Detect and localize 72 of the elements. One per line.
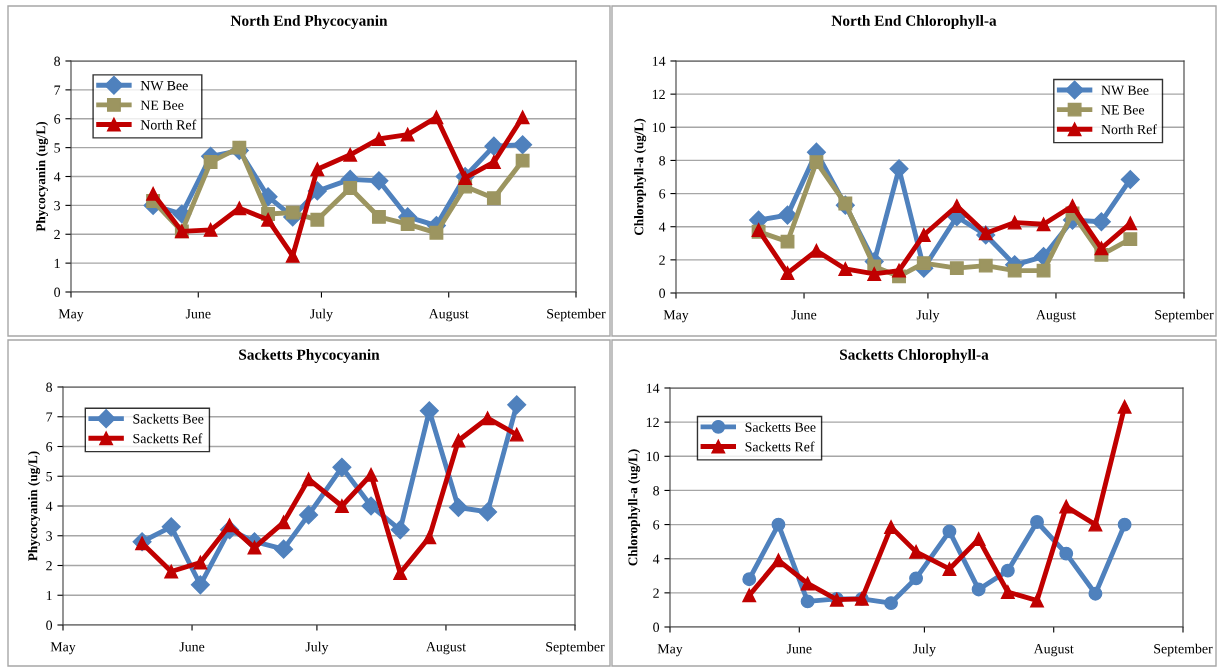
legend-label: Sacketts Ref [745, 441, 815, 452]
y-tick-label: 12 [652, 89, 665, 99]
y-tick-label: 5 [54, 143, 61, 153]
x-tick-label: July [310, 308, 333, 322]
y-tick-label: 4 [658, 222, 666, 232]
x-tick-label: September [546, 641, 605, 655]
y-tick-label: 10 [646, 451, 660, 462]
y-tick-label: 0 [653, 622, 660, 632]
x-tick-label: June [179, 642, 205, 652]
legend-label: NW Bee [140, 81, 188, 91]
x-tick-label: July [916, 309, 940, 323]
y-tick-label: 2 [46, 561, 52, 571]
x-tick-label: May [58, 309, 84, 322]
y-tick-label: 6 [46, 442, 53, 452]
y-tick-label: 2 [54, 229, 60, 240]
chart-title: North End Chlorophyll-a [831, 15, 997, 29]
legend-label: NE Bee [140, 100, 184, 110]
y-tick-label: 7 [54, 85, 61, 95]
x-tick-label: June [185, 309, 211, 319]
chart-title: Sacketts Chlorophyll-a [840, 349, 989, 363]
x-tick-label: August [1036, 310, 1076, 323]
y-tick-label: 7 [46, 412, 53, 422]
x-tick-label: May [663, 310, 689, 323]
y-tick-label: 2 [659, 255, 665, 265]
y-axis-title: Chlorophyll-a (ug/L) [634, 118, 647, 236]
x-tick-label: August [426, 642, 466, 655]
y-axis-title: Phycocyanin (ug/L) [28, 451, 41, 561]
y-tick-label: 14 [652, 56, 666, 66]
y-tick-label: 4 [652, 554, 660, 564]
legend-label: Sacketts Bee [745, 422, 816, 432]
y-tick-label: 6 [54, 114, 61, 124]
x-tick-label: July [913, 643, 936, 657]
y-tick-label: 1 [46, 590, 52, 601]
y-tick-label: 1 [54, 258, 60, 268]
y-tick-label: 0 [659, 288, 666, 298]
y-tick-label: 2 [653, 588, 659, 598]
y-tick-label: 3 [54, 201, 61, 211]
y-tick-label: 8 [659, 156, 666, 166]
x-tick-label: June [786, 644, 812, 654]
y-tick-label: 8 [46, 382, 53, 392]
x-tick-label: September [1154, 643, 1213, 657]
chart-title: Sacketts Phycocyanin [239, 349, 380, 363]
y-tick-label: 5 [46, 471, 53, 482]
x-tick-label: May [657, 644, 683, 657]
legend-label: NE Bee [1101, 105, 1145, 115]
y-tick-label: 8 [54, 56, 61, 66]
legend-label: North Ref [140, 119, 197, 130]
x-tick-label: August [428, 309, 469, 322]
x-tick-label: May [50, 642, 76, 655]
x-tick-label: June [791, 310, 817, 320]
legend-label: North Ref [1101, 124, 1157, 135]
x-tick-label: July [305, 641, 329, 655]
y-tick-label: 3 [46, 531, 53, 541]
y-tick-label: 12 [646, 417, 659, 427]
x-tick-label: September [1155, 309, 1214, 323]
x-tick-label: August [1033, 644, 1074, 657]
legend-label: NW Bee [1101, 85, 1149, 96]
y-tick-label: 6 [653, 520, 660, 530]
chart-title: North End Phycocyanin [230, 15, 388, 29]
y-axis-title: Chlorophyll-a (ug/L) [628, 449, 641, 566]
y-tick-label: 8 [653, 486, 660, 496]
legend-label: Sacketts Ref [133, 433, 203, 444]
y-tick-label: 0 [54, 287, 61, 297]
y-tick-label: 6 [659, 189, 666, 199]
y-tick-label: 0 [46, 620, 53, 630]
y-tick-label: 4 [53, 172, 61, 182]
y-tick-label: 14 [646, 383, 660, 393]
y-axis-title: Phycocyanin (ug/L) [36, 121, 49, 232]
y-tick-label: 4 [45, 501, 53, 511]
x-tick-label: September [547, 308, 606, 322]
legend-label: Sacketts Bee [133, 413, 204, 424]
y-tick-label: 10 [652, 122, 666, 133]
